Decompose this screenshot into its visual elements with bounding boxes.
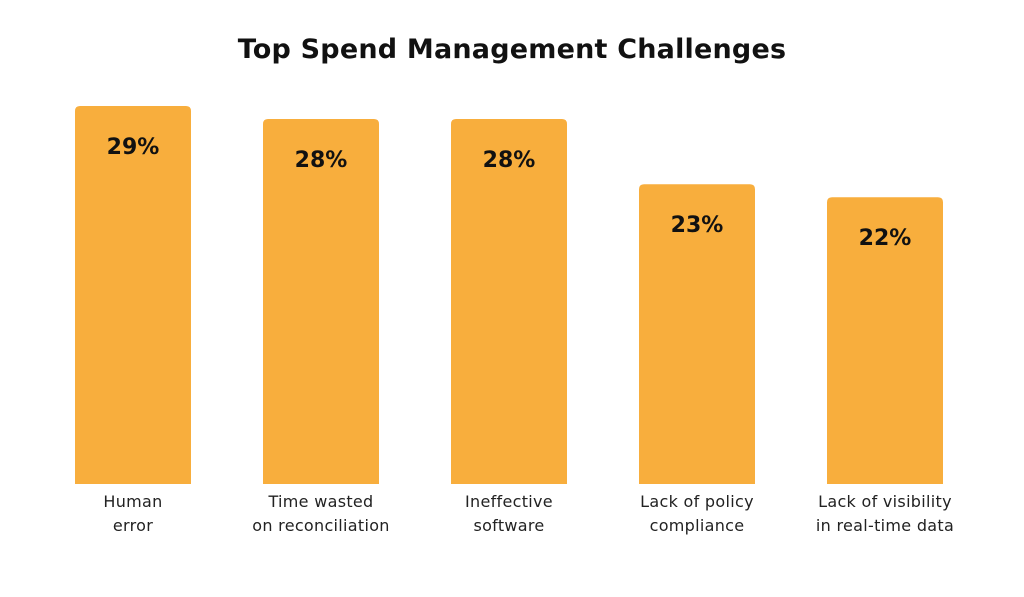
bar-4	[827, 197, 943, 484]
category-label-3: Lack of policy compliance	[640, 492, 754, 535]
value-label-4: 22%	[859, 226, 912, 251]
value-label-0: 29%	[107, 135, 160, 160]
category-label-4: Lack of visibility in real-time data	[816, 492, 954, 535]
category-label-2: Ineffective software	[465, 492, 553, 535]
value-label-1: 28%	[295, 148, 348, 173]
category-label-1: Time wasted on reconciliation	[252, 492, 390, 535]
bar-3	[639, 184, 755, 484]
bar-1	[263, 119, 379, 484]
value-label-2: 28%	[483, 148, 536, 173]
bar-2	[451, 119, 567, 484]
category-label-0: Human error	[103, 492, 162, 535]
value-label-3: 23%	[671, 213, 724, 238]
chart-title: Top Spend Management Challenges	[237, 34, 787, 65]
bar-0	[75, 106, 191, 484]
